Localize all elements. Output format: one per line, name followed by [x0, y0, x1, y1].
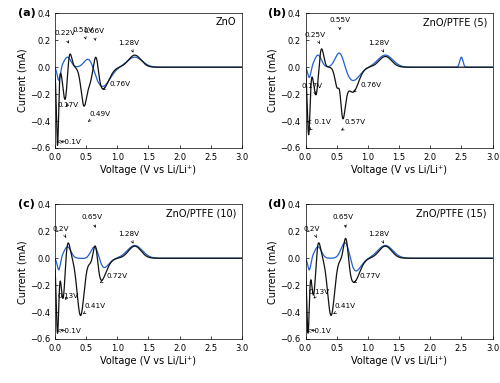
- Text: 0.22V: 0.22V: [54, 30, 76, 43]
- Text: (c): (c): [18, 199, 34, 209]
- Y-axis label: Current (mA): Current (mA): [268, 49, 278, 113]
- Text: ZnO: ZnO: [216, 18, 236, 28]
- Text: 0.2V: 0.2V: [53, 226, 70, 237]
- Text: 0.65V: 0.65V: [82, 214, 103, 227]
- Text: 0.51V: 0.51V: [72, 27, 94, 39]
- X-axis label: Voltage (V vs Li/Li⁺): Voltage (V vs Li/Li⁺): [351, 355, 447, 366]
- Y-axis label: Current (mA): Current (mA): [268, 240, 278, 303]
- Text: 1.28V: 1.28V: [118, 40, 139, 52]
- Text: 0.65V: 0.65V: [332, 214, 353, 227]
- Text: (b): (b): [268, 8, 286, 18]
- Text: ZnO/PTFE (5): ZnO/PTFE (5): [422, 18, 487, 28]
- X-axis label: Voltage (V vs Li/Li⁺): Voltage (V vs Li/Li⁺): [100, 355, 196, 366]
- Text: < 0.1V: < 0.1V: [56, 328, 80, 334]
- Text: 0.55V: 0.55V: [329, 17, 350, 29]
- Text: < 0.1V: < 0.1V: [56, 139, 80, 144]
- Text: 0.17V: 0.17V: [58, 101, 78, 108]
- Text: 0.57V: 0.57V: [342, 119, 366, 130]
- Text: 0.49V: 0.49V: [88, 111, 110, 121]
- Text: 0.76V: 0.76V: [103, 81, 131, 90]
- Y-axis label: Current (mA): Current (mA): [17, 49, 27, 113]
- Text: ZnO/PTFE (15): ZnO/PTFE (15): [416, 208, 487, 218]
- Text: 0.41V: 0.41V: [84, 303, 106, 314]
- Text: (a): (a): [18, 8, 36, 18]
- Text: 0.2V: 0.2V: [304, 226, 320, 237]
- X-axis label: Voltage (V vs Li/Li⁺): Voltage (V vs Li/Li⁺): [351, 165, 447, 175]
- Text: ZnO/PTFE (10): ZnO/PTFE (10): [166, 208, 236, 218]
- Text: 1.28V: 1.28V: [368, 231, 390, 243]
- Text: 0.17V: 0.17V: [301, 83, 322, 95]
- Y-axis label: Current (mA): Current (mA): [17, 240, 27, 303]
- Text: < 0.1V: < 0.1V: [306, 119, 331, 130]
- Text: 0.25V: 0.25V: [305, 32, 326, 44]
- Text: 0.72V: 0.72V: [100, 273, 127, 282]
- Text: 0.77V: 0.77V: [354, 273, 381, 282]
- Text: 0.13V: 0.13V: [58, 293, 78, 299]
- Text: 1.28V: 1.28V: [118, 231, 139, 243]
- Text: 0.66V: 0.66V: [83, 28, 104, 40]
- Text: 1.28V: 1.28V: [368, 40, 390, 52]
- X-axis label: Voltage (V vs Li/Li⁺): Voltage (V vs Li/Li⁺): [100, 165, 196, 175]
- Text: 0.41V: 0.41V: [334, 303, 356, 314]
- Text: 0.13V: 0.13V: [308, 289, 329, 298]
- Text: 0.76V: 0.76V: [354, 82, 382, 92]
- Text: < 0.1V: < 0.1V: [306, 328, 331, 334]
- Text: (d): (d): [268, 199, 286, 209]
